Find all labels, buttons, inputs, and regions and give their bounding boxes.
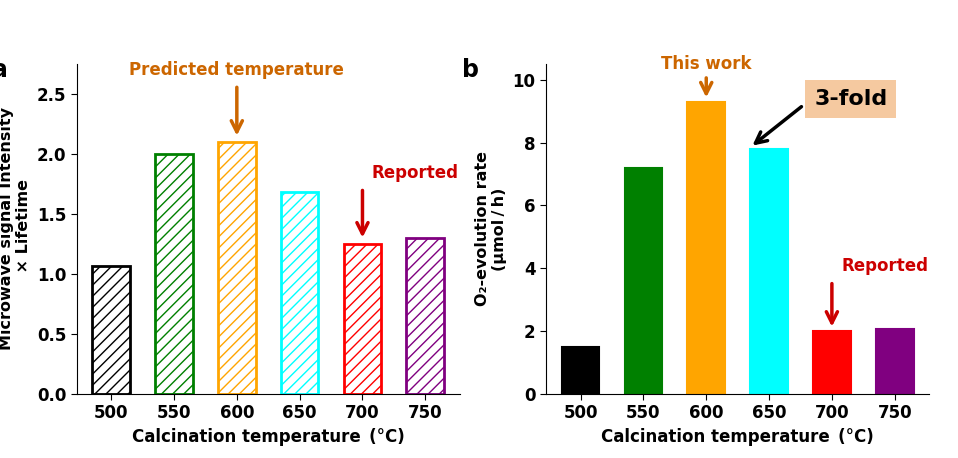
Text: Predicted temperature: Predicted temperature xyxy=(129,60,344,78)
X-axis label: Calcination temperature (°C): Calcination temperature (°C) xyxy=(602,428,874,446)
Bar xyxy=(155,154,193,394)
Text: a: a xyxy=(0,58,9,82)
Bar xyxy=(876,329,914,394)
Y-axis label: O₂-evolution rate
(μmol / h): O₂-evolution rate (μmol / h) xyxy=(474,152,507,306)
Text: Reported: Reported xyxy=(841,256,928,274)
Bar xyxy=(561,347,600,394)
Bar xyxy=(813,331,851,394)
Text: b: b xyxy=(462,58,479,82)
Text: 3-fold: 3-fold xyxy=(814,89,887,109)
Bar xyxy=(625,168,662,394)
Bar xyxy=(406,238,445,394)
Bar xyxy=(750,149,787,394)
X-axis label: Calcination temperature (°C): Calcination temperature (°C) xyxy=(132,428,404,446)
Bar xyxy=(688,102,725,394)
Bar xyxy=(92,266,130,394)
Text: This work: This work xyxy=(661,55,751,73)
Bar xyxy=(218,142,256,394)
Bar xyxy=(344,244,381,394)
Text: Reported: Reported xyxy=(372,164,459,182)
Bar xyxy=(281,192,318,394)
Y-axis label: Microwave signal Intensity
 × Lifetime: Microwave signal Intensity × Lifetime xyxy=(0,108,32,350)
